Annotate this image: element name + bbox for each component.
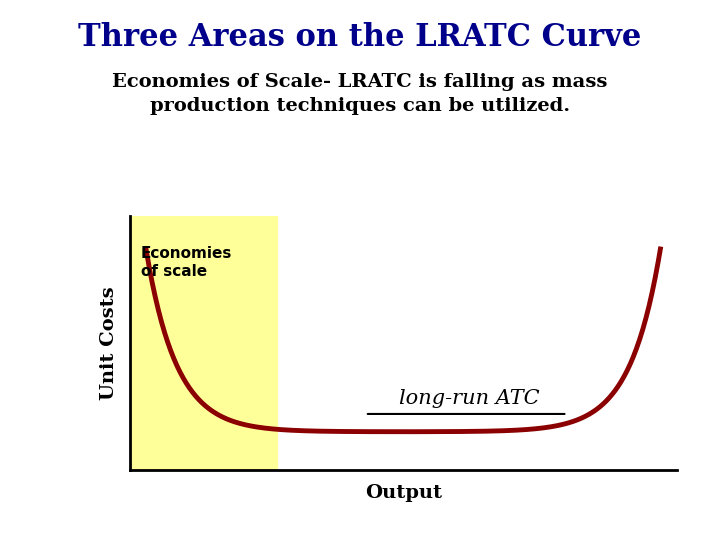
Bar <box>130 216 277 470</box>
X-axis label: Output: Output <box>365 484 441 502</box>
Text: production techniques can be utilized.: production techniques can be utilized. <box>150 97 570 115</box>
Y-axis label: Unit Costs: Unit Costs <box>101 286 119 400</box>
Text: Three Areas on the LRATC Curve: Three Areas on the LRATC Curve <box>78 22 642 52</box>
Text: long-run ATC: long-run ATC <box>399 389 539 408</box>
Text: Economies
of scale: Economies of scale <box>140 246 232 279</box>
Text: Economies of Scale- LRATC is falling as mass: Economies of Scale- LRATC is falling as … <box>112 73 608 91</box>
